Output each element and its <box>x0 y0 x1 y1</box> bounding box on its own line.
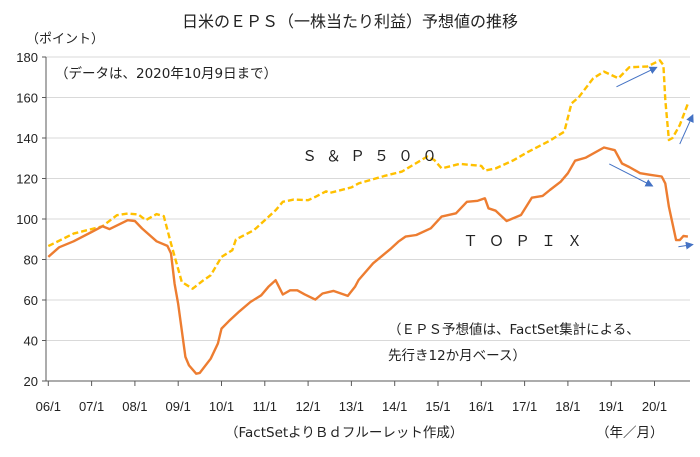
sp500-line <box>47 59 690 290</box>
x-tick-label: 14/1 <box>382 399 407 414</box>
eps-note-line-2: 先行き12か月ベース） <box>388 348 527 364</box>
x-tick-label: 09/1 <box>166 399 191 414</box>
source-note: （FactSetよりＢｄフルーレット作成） <box>225 425 464 441</box>
topix-line <box>47 146 689 375</box>
x-axis-unit: （年／月） <box>596 425 664 441</box>
y-tick-label: 40 <box>24 334 38 349</box>
x-tick-label: 06/1 <box>36 399 61 414</box>
x-tick-label: 07/1 <box>79 399 104 414</box>
x-tick-label: 12/1 <box>295 399 320 414</box>
y-tick-label: 80 <box>24 253 38 268</box>
axes: 20 40 60 80 100 120 140 160 180 06/1 07/1 08/1 09/1 1… <box>16 50 690 414</box>
y-tick-label: 160 <box>16 91 38 106</box>
annotation-arrows <box>609 66 694 250</box>
trend-arrow <box>616 66 658 88</box>
y-tick-label: 100 <box>16 212 38 227</box>
x-tick-label: 20/1 <box>642 399 667 414</box>
series-label-sp500: Ｓ＆Ｐ５００ <box>302 147 447 165</box>
x-tick-label: 18/1 <box>555 399 580 414</box>
eps-note-line-1: （ＥＰＳ予想値は、FactSet集計による、 <box>388 322 640 338</box>
gridlines <box>46 56 690 341</box>
y-tick-label: 180 <box>16 50 38 65</box>
x-tick-label: 17/1 <box>512 399 537 414</box>
series-lines <box>47 59 690 375</box>
y-tick-label: 140 <box>16 131 38 146</box>
x-tick-label: 08/1 <box>122 399 147 414</box>
trend-arrow <box>679 114 694 145</box>
y-tick-label: 20 <box>24 374 38 389</box>
series-label-topix: ＴＯＰＩＸ <box>463 232 594 250</box>
x-tick-label: 10/1 <box>209 399 234 414</box>
chart-title: 日米のＥＰＳ（一株当たり利益）予想値の推移 <box>181 12 518 31</box>
data-date-note: （データは、2020年10月9日まで） <box>55 66 278 82</box>
y-tick-label: 120 <box>16 172 38 187</box>
trend-arrow <box>678 241 694 250</box>
x-tick-label: 19/1 <box>599 399 624 414</box>
x-tick-label: 13/1 <box>339 399 364 414</box>
x-tick-label: 16/1 <box>469 399 494 414</box>
y-tick-label: 60 <box>24 293 38 308</box>
y-axis-unit: （ポイント） <box>26 32 105 47</box>
x-tick-label: 11/1 <box>253 399 277 414</box>
x-tick-label: 15/1 <box>425 399 450 414</box>
trend-arrow <box>609 163 654 187</box>
